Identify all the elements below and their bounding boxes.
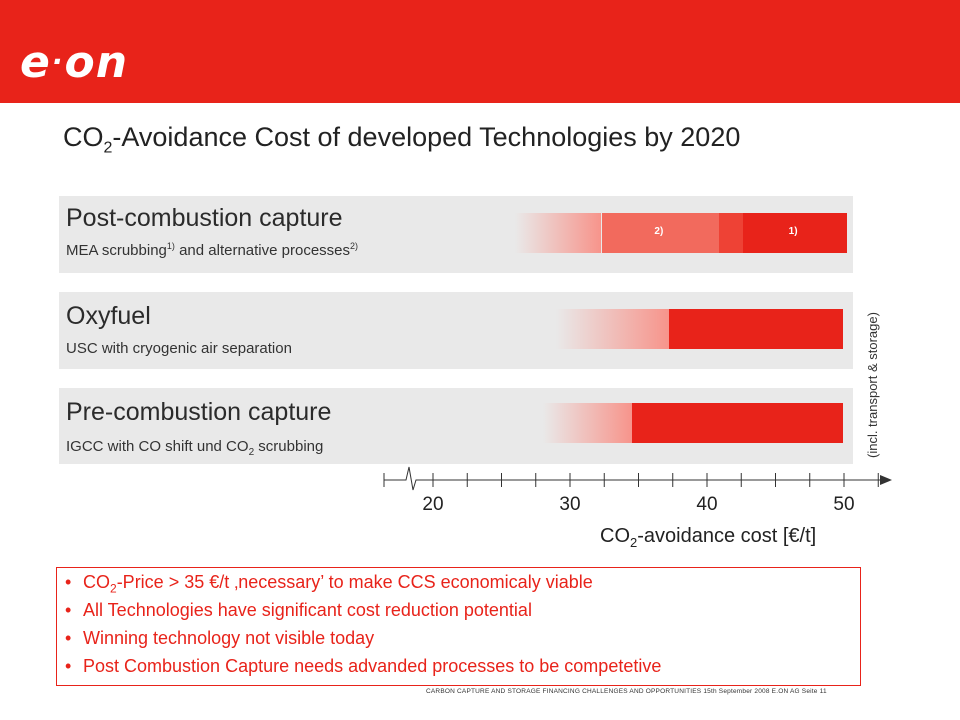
bar-segment	[742, 213, 847, 253]
bullet-item: • Winning technology not visible today	[65, 628, 375, 648]
bar-gradient	[542, 403, 632, 443]
segment-footnote-label: 1)	[788, 226, 798, 237]
segment-footnote-label: 2)	[654, 226, 664, 237]
side-note: (incl. transport & storage)	[865, 312, 880, 458]
panel-pre-combustion: Pre-combustion capture IGCC with CO shif…	[59, 388, 853, 464]
tick-label: 20	[422, 494, 444, 515]
tick-label: 30	[559, 494, 581, 515]
bar-segment	[719, 213, 743, 253]
bar-gradient	[515, 213, 602, 253]
panel-subtitle: USC with cryogenic air separation	[66, 340, 292, 357]
bullet-item: • Post Combustion Capture needs advanded …	[65, 656, 662, 676]
bullet-item: • All Technologies have significant cost …	[65, 600, 532, 620]
panel-title: Post-combustion capture	[66, 204, 343, 232]
panel-title: Oxyfuel	[66, 302, 151, 330]
x-axis-title: CO2-avoidance cost [€/t]	[600, 525, 817, 550]
panel-subtitle: IGCC with CO shift und CO2 scrubbing	[66, 438, 324, 458]
axis-break	[400, 466, 421, 491]
slide-title: CO2-Avoidance Cost of developed Technolo…	[63, 122, 741, 157]
panel-subtitle: MEA scrubbing1) and alternative processe…	[66, 241, 359, 259]
axis-arrow-icon	[880, 475, 892, 485]
panel-title: Pre-combustion capture	[66, 398, 332, 426]
eon-logo: e·on	[20, 37, 129, 88]
header-bar: e·on	[0, 0, 960, 103]
bar-gradient	[556, 309, 669, 349]
footer-text: CARBON CAPTURE AND STORAGE FINANCING CHA…	[426, 688, 827, 695]
key-findings-box: • CO2-Price > 35 €/t ‚necessary’ to make …	[56, 567, 861, 686]
bullet-item: • CO2-Price > 35 €/t ‚necessary’ to make …	[65, 572, 593, 596]
tick-label: 40	[696, 494, 718, 515]
bar-segment	[601, 213, 720, 253]
tick-label: 50	[833, 494, 855, 515]
bar-segment	[631, 403, 843, 443]
bar-segment	[668, 309, 843, 349]
